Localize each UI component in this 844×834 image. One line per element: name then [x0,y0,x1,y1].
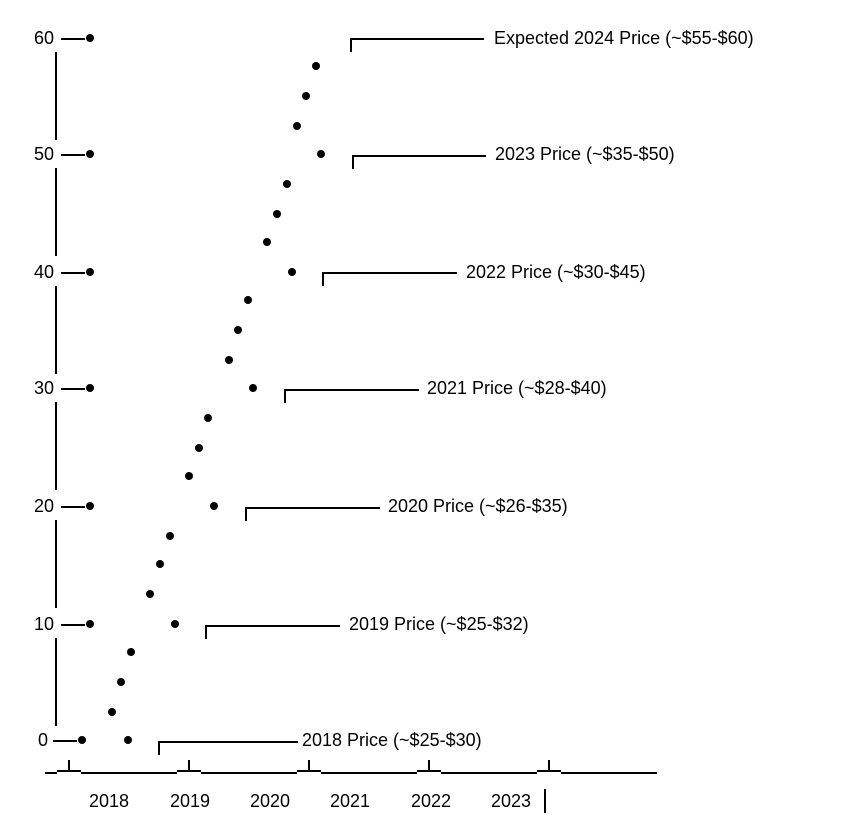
y-tick-label-10: 10 [33,614,54,634]
x-tick [548,760,550,770]
data-point [312,62,320,70]
data-point [317,150,325,158]
data-point [117,678,125,686]
annotation-label-2024: Expected 2024 Price (~$55-$60) [494,28,754,48]
data-point [204,414,212,422]
data-point [108,708,116,716]
x-tick [308,760,310,770]
x-tick-label-2019: 2019 [170,791,211,811]
data-point [288,268,296,276]
y-tick-40 [61,272,85,274]
data-point [244,296,252,304]
y-tick-10 [61,624,85,626]
data-point [146,590,154,598]
y-axis-segment [55,168,57,256]
data-point [171,620,179,628]
x-tick [428,760,430,770]
data-point [86,384,94,392]
x-tick [417,770,441,772]
annotation-leader [245,507,380,521]
y-tick-label-60: 60 [33,28,54,48]
x-axis-segment [81,772,177,774]
annotation-label-2023: 2023 Price (~$35-$50) [495,144,675,164]
x-tick-label-2023: 2023 [491,791,532,811]
data-point [156,560,164,568]
x-tick [68,760,70,770]
x-tick-label-2020: 2020 [250,791,291,811]
x-tick [537,770,561,772]
data-point [86,620,94,628]
x-tick-label-2022: 2022 [411,791,452,811]
data-point [283,180,291,188]
data-point [124,736,132,744]
annotation-leader [284,389,419,403]
y-tick-60 [61,38,85,40]
data-point [225,356,233,364]
x-axis-segment [561,772,657,774]
x-axis-segment [45,772,57,774]
y-tick-20 [61,506,85,508]
y-tick-0 [53,740,77,742]
y-axis-segment [55,638,57,726]
x-axis-segment [321,772,417,774]
x-axis-segment [441,772,537,774]
x-tick [57,770,81,772]
annotation-leader [322,272,457,286]
y-axis-segment [55,520,57,608]
y-axis-segment [55,402,57,490]
data-point [234,326,242,334]
y-tick-50 [61,154,85,156]
data-point [273,210,281,218]
data-point [86,502,94,510]
data-point [195,444,203,452]
annotation-leader [350,38,484,52]
y-tick-label-0: 0 [37,730,48,750]
data-point [185,472,193,480]
data-point [210,502,218,510]
data-point [263,238,271,246]
annotation-leader [158,741,298,755]
y-axis-segment [55,52,57,140]
y-tick-30 [61,388,85,390]
data-point [86,34,94,42]
annotation-label-2018: 2018 Price (~$25-$30) [302,730,482,750]
y-tick-label-40: 40 [33,262,54,282]
data-point [302,92,310,100]
data-point [86,150,94,158]
data-point [293,122,301,130]
x-tick [188,760,190,770]
annotation-leader [205,625,340,639]
y-tick-label-50: 50 [33,144,54,164]
annotation-label-2020: 2020 Price (~$26-$35) [388,496,568,516]
x-axis-segment [201,772,297,774]
y-tick-label-30: 30 [33,378,54,398]
data-point [127,648,135,656]
x-tick-label-2018: 2018 [89,791,130,811]
y-axis-segment [55,286,57,374]
annotation-leader [352,155,486,169]
annotation-label-2021: 2021 Price (~$28-$40) [427,378,607,398]
text-cursor [544,789,546,813]
x-tick-label-2021: 2021 [330,791,371,811]
annotation-label-2019: 2019 Price (~$25-$32) [349,614,529,634]
x-tick [297,770,321,772]
data-point [166,532,174,540]
x-tick [177,770,201,772]
y-tick-label-20: 20 [33,496,54,516]
data-point [78,736,86,744]
data-point [249,384,257,392]
annotation-label-2022: 2022 Price (~$30-$45) [466,262,646,282]
data-point [86,268,94,276]
